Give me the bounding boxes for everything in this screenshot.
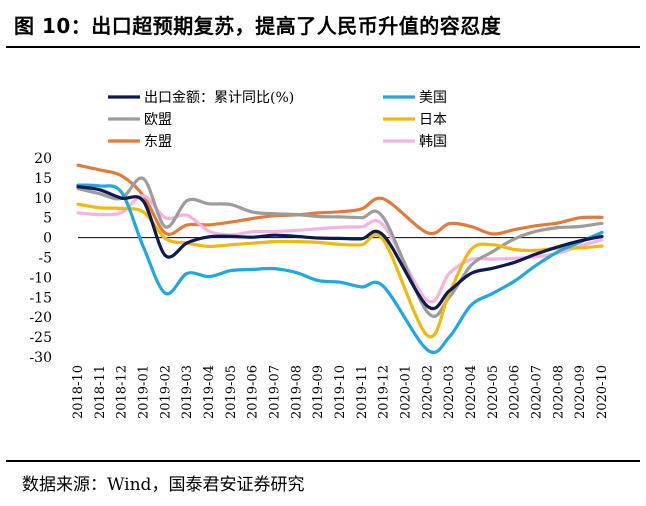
series-line (76, 202, 604, 339)
x-tick-label: 2020-06 (508, 365, 523, 419)
x-tick-label: 2018-12 (115, 365, 130, 419)
series-line (76, 185, 604, 310)
series-line (76, 194, 604, 304)
x-tick-label: 2020-04 (464, 365, 479, 419)
y-tick-label: 20 (34, 151, 52, 167)
footer-rule (6, 460, 640, 462)
series-line (76, 163, 604, 236)
x-tick-label: 2019-07 (268, 365, 283, 419)
x-tick-label: 2019-05 (224, 365, 239, 419)
x-tick-label: 2019-11 (355, 365, 370, 419)
x-tick-label: 2020-07 (530, 365, 545, 419)
y-tick-label: -5 (38, 251, 52, 267)
x-tick-label: 2019-10 (333, 365, 348, 419)
figure-title: 图 10：出口超预期复苏，提高了人民币升值的容忍度 (14, 14, 502, 38)
x-tick-label: 2019-08 (289, 365, 304, 419)
y-tick-label: -10 (29, 270, 52, 286)
x-tick-label: 2019-03 (180, 365, 195, 419)
x-tick-label: 2019-09 (311, 365, 326, 419)
x-tick-label: 2020-05 (486, 365, 501, 419)
legend-label: 日本 (419, 112, 447, 128)
x-tick-label: 2018-10 (71, 365, 86, 419)
y-tick-label: 5 (43, 211, 52, 227)
series-line (76, 176, 604, 318)
x-tick-label: 2019-02 (158, 365, 173, 419)
source-note: 数据来源：Wind，国泰君安证券研究 (22, 475, 305, 495)
legend-label: 美国 (419, 90, 447, 106)
legend-label: 东盟 (144, 134, 172, 150)
x-tick-label: 2020-02 (420, 365, 435, 419)
legend-label: 欧盟 (144, 112, 172, 128)
legend-label: 韩国 (419, 134, 447, 150)
x-axis-ticks: 2018-10 2018-11 2018-12 2019-01 2019-02 2019-… (71, 365, 610, 419)
series-lines (76, 163, 604, 355)
legend-label: 出口金额：累计同比(%) (144, 90, 294, 106)
series-line (76, 183, 604, 355)
y-tick-label: -20 (29, 310, 52, 326)
x-tick-label: 2019-04 (202, 365, 217, 419)
x-tick-label: 2020-03 (442, 365, 457, 419)
x-tick-label: 2019-12 (377, 365, 392, 419)
x-tick-label: 2018-11 (93, 365, 108, 419)
y-tick-label: -15 (29, 290, 52, 306)
y-tick-label: -25 (29, 330, 52, 346)
x-tick-label: 2020-01 (399, 365, 414, 419)
title-rule (6, 46, 640, 48)
x-tick-label: 2020-08 (551, 365, 566, 419)
y-tick-label: -30 (29, 350, 52, 366)
x-tick-label: 2019-01 (137, 365, 152, 419)
x-tick-label: 2020-09 (573, 365, 588, 419)
y-tick-label: 0 (43, 231, 52, 247)
y-axis-ticks: 20 15 10 5 0 -5 -10 -15 -20 -25 -30 (29, 151, 52, 366)
x-tick-label: 2020-10 (595, 365, 610, 419)
y-tick-label: 10 (34, 191, 52, 207)
x-tick-label: 2019-06 (246, 365, 261, 419)
y-tick-label: 15 (34, 171, 52, 187)
